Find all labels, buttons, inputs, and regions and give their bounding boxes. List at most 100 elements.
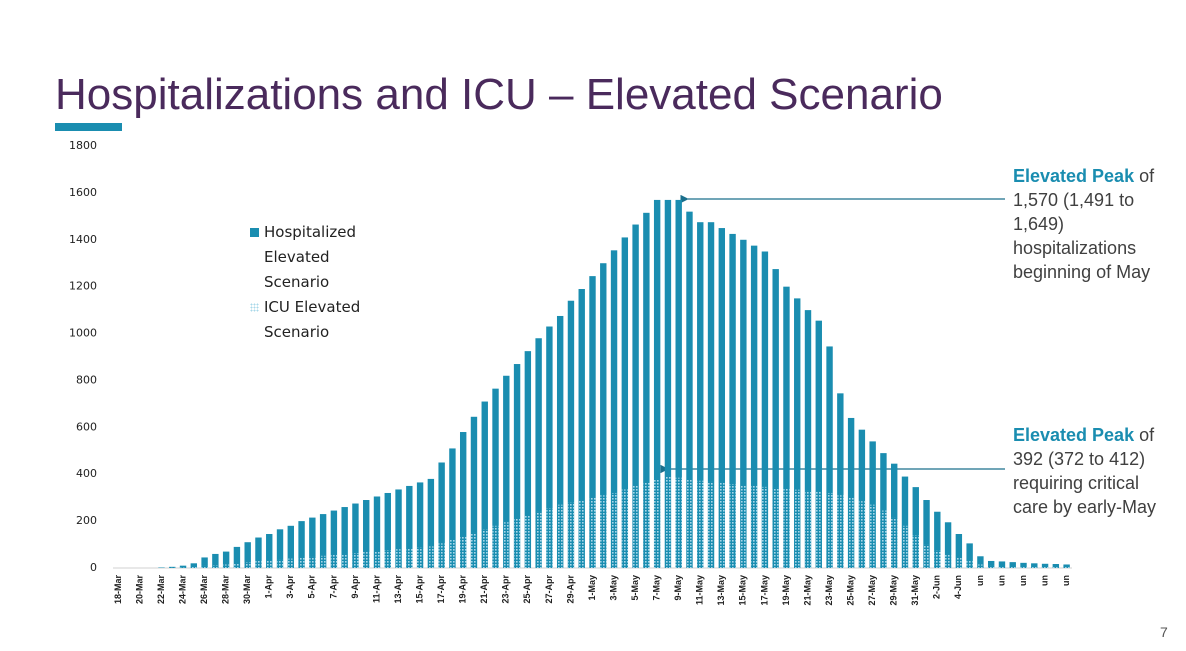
bar — [556, 315, 564, 568]
bar — [826, 346, 833, 568]
bar — [610, 250, 618, 569]
bar — [427, 478, 435, 568]
x-tick-label: 19-May — [781, 575, 791, 606]
bar — [944, 553, 952, 568]
bar — [1020, 562, 1027, 568]
x-tick-label: 3-Apr — [285, 575, 295, 599]
bar — [934, 550, 941, 568]
bar — [858, 429, 866, 568]
legend: Hospitalized Elevated Scenario ICU Eleva… — [250, 220, 374, 345]
bar — [406, 485, 413, 568]
x-tick-label: 5-May — [630, 575, 640, 601]
bar — [406, 548, 413, 568]
bar — [740, 485, 747, 568]
bar — [233, 563, 241, 568]
bar — [750, 245, 758, 568]
x-tick-label: 11-May — [695, 575, 705, 605]
bar — [341, 507, 348, 568]
bar — [653, 478, 661, 568]
bar — [826, 492, 833, 568]
x-tick-label: 17-Apr — [436, 575, 446, 604]
x-tick-label: 29-Apr — [565, 575, 575, 604]
bar — [319, 555, 327, 568]
x-tick-label: un — [1039, 575, 1049, 586]
bar — [449, 539, 456, 568]
bar — [675, 199, 682, 568]
bar — [987, 560, 995, 568]
bar — [438, 462, 445, 568]
x-tick-label: 23-Apr — [501, 575, 511, 604]
legend-label: ICU Elevated Scenario — [264, 298, 361, 341]
bar — [341, 553, 348, 568]
x-tick-label: 3-May — [608, 575, 618, 601]
bar — [912, 535, 919, 568]
bar — [567, 502, 575, 568]
bar — [276, 529, 284, 568]
bar — [998, 566, 1006, 568]
bar — [934, 511, 941, 568]
bar — [244, 542, 251, 568]
bar — [169, 566, 176, 568]
bar — [966, 543, 973, 568]
bar — [524, 515, 532, 568]
bar — [729, 484, 736, 568]
bar — [783, 286, 790, 568]
bar — [266, 534, 273, 568]
bar — [266, 560, 273, 568]
x-tick-label: 18-Mar — [113, 575, 123, 605]
bar — [740, 239, 747, 568]
x-tick-label: 15-Apr — [414, 575, 424, 604]
x-tick-label: 9-Apr — [350, 575, 360, 599]
x-tick-label: 25-May — [845, 575, 855, 606]
bar — [1052, 564, 1060, 568]
bar — [600, 263, 607, 568]
bar — [891, 463, 898, 568]
bar — [352, 503, 359, 568]
bar — [212, 565, 219, 568]
bar — [309, 556, 316, 568]
bar — [804, 490, 812, 568]
bar — [309, 517, 316, 568]
bar — [804, 310, 812, 568]
bar — [880, 510, 887, 568]
legend-swatch — [250, 303, 259, 312]
x-tick-label: 31-May — [910, 575, 920, 606]
legend-item: ICU Elevated Scenario — [250, 295, 374, 345]
y-tick-label: 800 — [76, 373, 97, 386]
title-rule — [55, 123, 122, 131]
bar — [944, 522, 952, 568]
bar — [1041, 566, 1049, 568]
bar — [977, 564, 984, 568]
bar — [653, 199, 661, 568]
x-tick-label: 9-May — [673, 575, 683, 601]
bar — [686, 211, 693, 568]
bar — [697, 222, 704, 568]
bar — [513, 364, 521, 568]
bar — [384, 550, 391, 568]
bar — [330, 554, 338, 568]
bar — [395, 549, 402, 568]
bar — [255, 537, 262, 568]
bar — [298, 521, 305, 568]
bar — [783, 488, 790, 568]
bar — [503, 522, 510, 568]
x-tick-label: 1-Apr — [264, 575, 274, 599]
bar — [901, 525, 909, 568]
y-tick-label: 200 — [76, 514, 97, 527]
bar — [384, 492, 391, 568]
legend-swatch — [250, 228, 259, 237]
bar — [1052, 567, 1060, 568]
bar — [761, 251, 769, 568]
bar — [298, 557, 305, 568]
bar — [794, 298, 801, 568]
x-tick-label: 20-Mar — [134, 575, 144, 605]
bar — [578, 289, 585, 568]
bar — [244, 562, 251, 568]
legend-item: Hospitalized Elevated Scenario — [250, 220, 374, 295]
bar — [1009, 562, 1016, 568]
page-number: 7 — [1160, 624, 1168, 640]
bar — [459, 432, 467, 568]
bar — [697, 480, 704, 568]
x-tick-label: un — [1061, 575, 1071, 586]
bar — [470, 416, 478, 568]
